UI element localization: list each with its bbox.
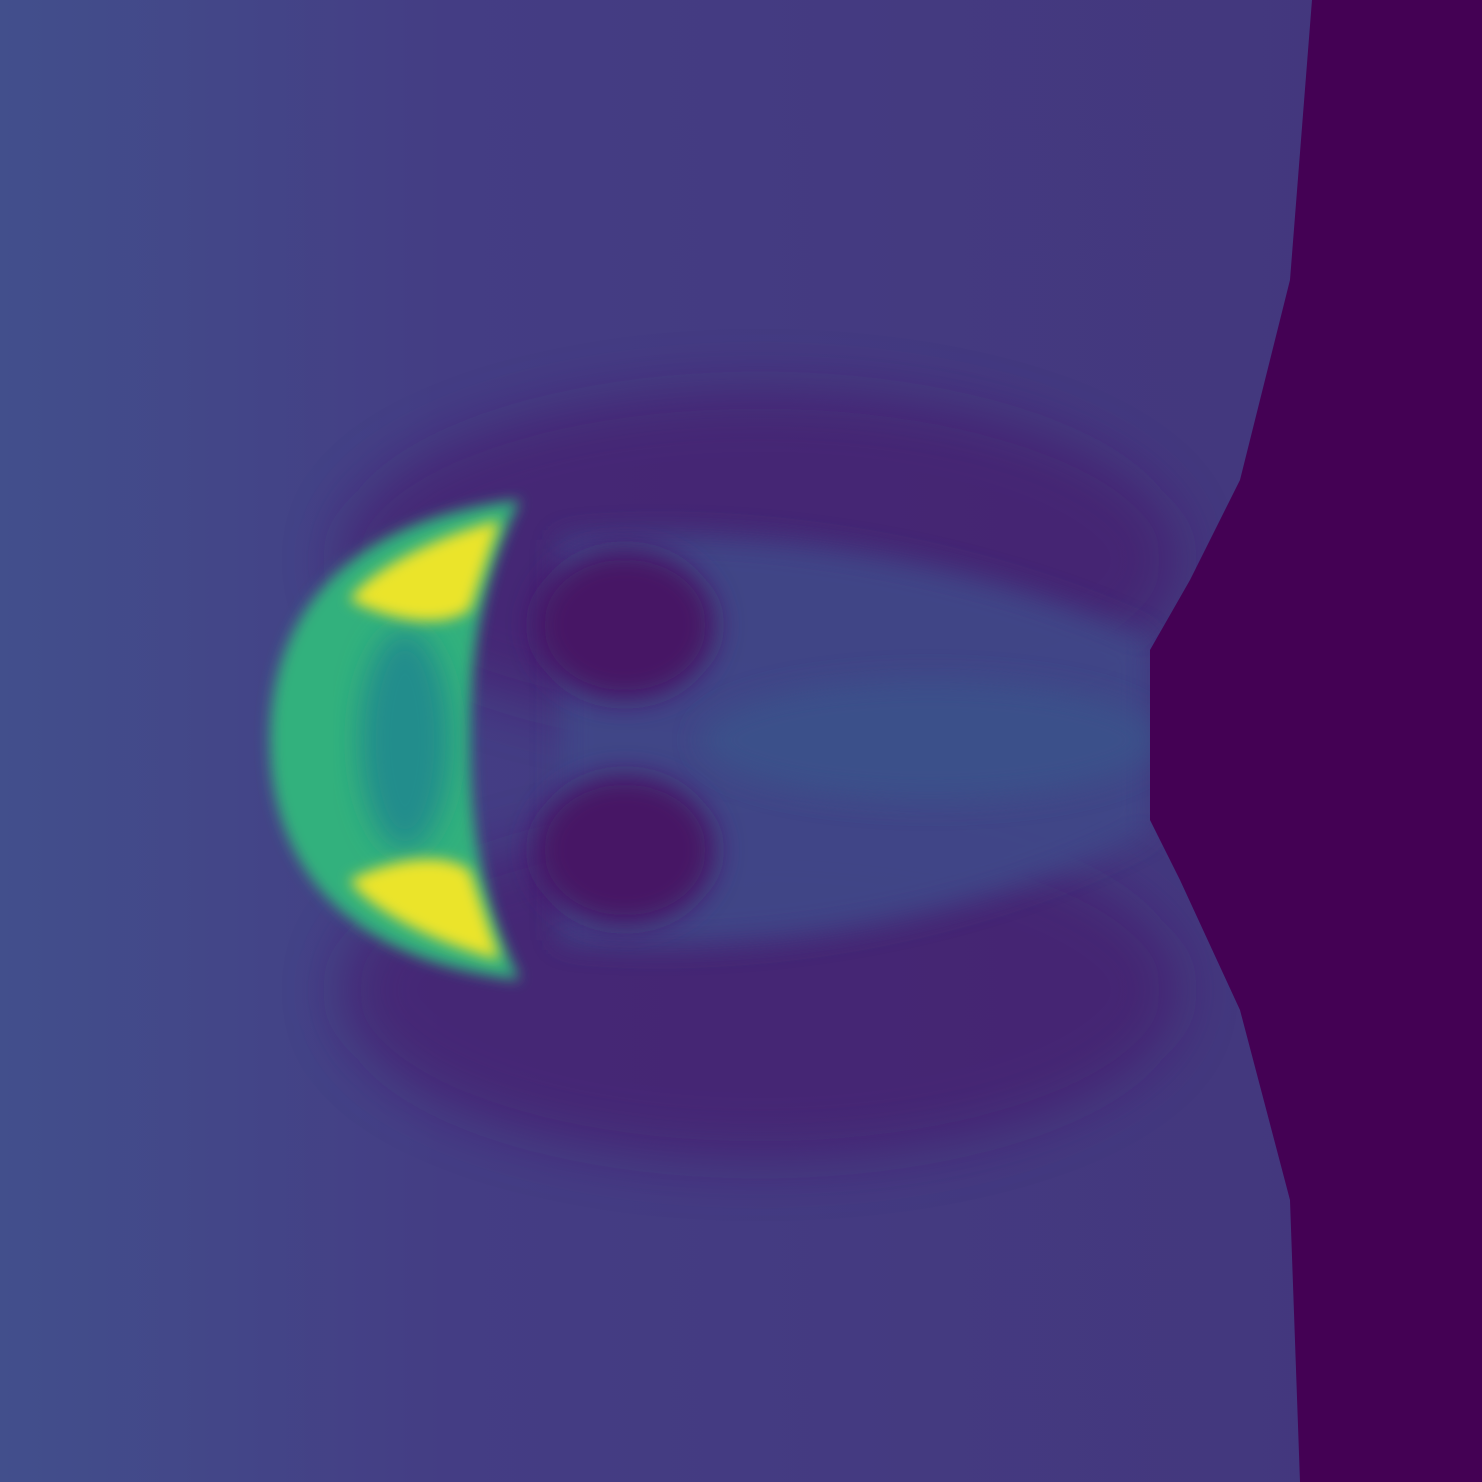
right-boundary-region (1150, 0, 1482, 1482)
halo-lower (340, 820, 1180, 1160)
wake-low-lower (535, 775, 715, 925)
plume-core (700, 680, 1160, 800)
crescent-peak-upper (350, 520, 500, 621)
crescent-core (360, 630, 450, 850)
heatmap-field (270, 0, 1482, 1482)
wake-low-upper (535, 550, 715, 700)
crescent-peak-lower (350, 859, 500, 960)
